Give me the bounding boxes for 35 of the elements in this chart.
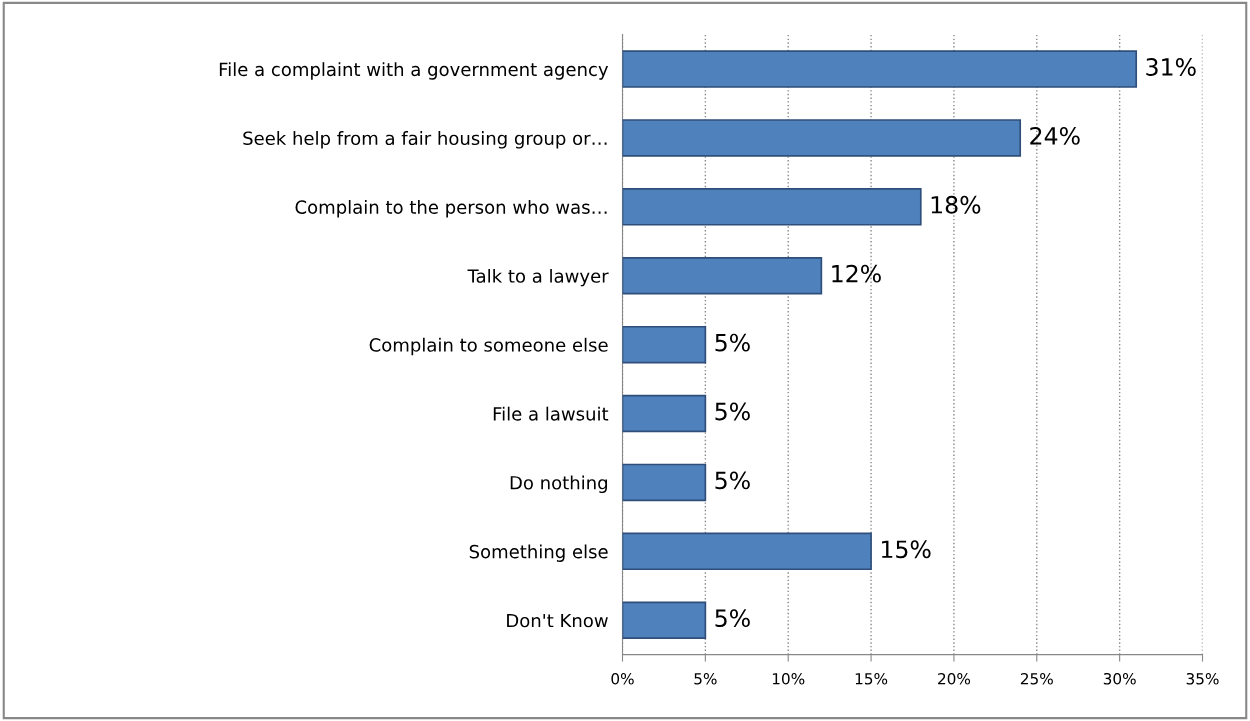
y-tick-label: Talk to a lawyer	[467, 268, 609, 287]
data-label: 5%	[715, 609, 750, 628]
x-tick-label: 30%	[1103, 672, 1136, 685]
y-tick-label: File a lawsuit	[493, 406, 609, 421]
bar	[622, 325, 707, 364]
data-label: 5%	[715, 471, 750, 490]
y-tick-label: Don't Know	[507, 613, 608, 628]
bar	[622, 601, 707, 639]
x-tick-label: 25%	[1020, 672, 1053, 685]
bar	[622, 256, 823, 295]
x-tick-label: 35%	[1186, 672, 1219, 685]
bar	[622, 50, 1138, 88]
x-tick-label: 10%	[772, 672, 805, 685]
y-tick-label: Do nothing	[510, 475, 607, 494]
bar	[622, 463, 707, 502]
y-tick-label: Complain to the person who was…	[295, 199, 607, 218]
data-label: 5%	[715, 402, 750, 421]
data-label: 5%	[715, 333, 750, 352]
x-tick-label: 0%	[611, 672, 634, 685]
bar	[622, 532, 872, 571]
data-label: 24%	[1030, 126, 1080, 145]
x-tick-label: 20%	[938, 672, 971, 685]
data-label: 18%	[931, 195, 981, 214]
bar	[622, 394, 707, 433]
y-tick-label: Complain to someone else	[369, 337, 608, 356]
y-tick-label: Seek help from a fair housing group or…	[243, 131, 607, 149]
data-label: 12%	[832, 264, 881, 283]
data-label: 31%	[1146, 58, 1196, 76]
bar	[622, 119, 1022, 157]
y-tick-label: File a complaint with a government agency	[219, 62, 609, 80]
data-label: 15%	[882, 540, 931, 559]
x-tick-label: 15%	[855, 672, 888, 685]
bar	[622, 188, 922, 226]
y-tick-label: Something else	[469, 544, 608, 562]
x-tick-label: 5%	[694, 672, 717, 685]
